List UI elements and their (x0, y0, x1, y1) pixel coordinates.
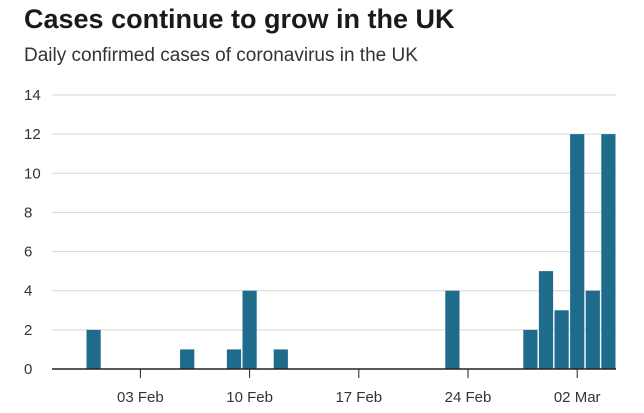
bar (242, 290, 257, 369)
x-tick-label: 03 Feb (117, 389, 164, 406)
y-tick-label: 6 (24, 244, 32, 261)
x-axis: 03 Feb 10 Feb 17 Feb 24 Feb 02 Mar (52, 368, 616, 406)
grid-layer (52, 94, 616, 331)
chart-subtitle: Daily confirmed cases of coronavirus in … (24, 45, 418, 66)
bar (226, 349, 242, 369)
x-tick-label: 10 Feb (226, 389, 273, 406)
bar (523, 329, 538, 369)
y-tick-label: 8 (24, 204, 32, 221)
bar (273, 349, 288, 369)
bars-layer (86, 134, 616, 369)
y-axis-labels: 0 2 4 6 8 10 12 14 (24, 87, 41, 378)
x-tick-label: 17 Feb (335, 389, 382, 406)
x-tick-label: 24 Feb (445, 389, 492, 406)
bar (445, 290, 460, 369)
bar (86, 329, 101, 369)
x-tick-label: 02 Mar (554, 389, 601, 406)
bar (538, 271, 554, 369)
bar (180, 349, 195, 369)
y-tick-label: 4 (24, 283, 32, 300)
bar (585, 290, 600, 369)
y-tick-label: 14 (24, 87, 41, 104)
bar (554, 310, 569, 369)
y-tick-label: 2 (24, 322, 32, 339)
chart-title: Cases continue to grow in the UK (24, 4, 455, 34)
bar (601, 134, 616, 369)
y-tick-label: 0 (24, 361, 32, 378)
y-tick-label: 12 (24, 126, 41, 143)
y-tick-label: 10 (24, 165, 41, 182)
bar (570, 134, 585, 369)
